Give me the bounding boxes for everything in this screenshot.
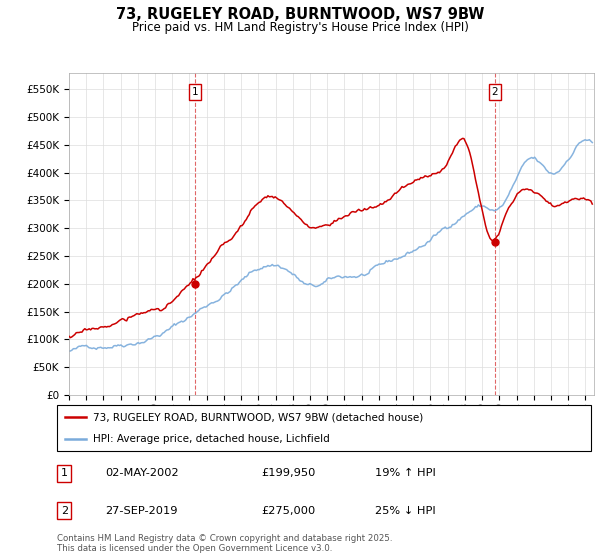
Text: 2: 2 xyxy=(61,506,68,516)
Text: £275,000: £275,000 xyxy=(261,506,315,516)
Text: 25% ↓ HPI: 25% ↓ HPI xyxy=(375,506,436,516)
Text: 27-SEP-2019: 27-SEP-2019 xyxy=(105,506,178,516)
Text: 1: 1 xyxy=(61,468,68,478)
Text: 19% ↑ HPI: 19% ↑ HPI xyxy=(375,468,436,478)
Text: 02-MAY-2002: 02-MAY-2002 xyxy=(105,468,179,478)
Text: £199,950: £199,950 xyxy=(261,468,316,478)
Text: 1: 1 xyxy=(192,87,199,97)
Text: 73, RUGELEY ROAD, BURNTWOOD, WS7 9BW: 73, RUGELEY ROAD, BURNTWOOD, WS7 9BW xyxy=(116,7,484,22)
Text: 73, RUGELEY ROAD, BURNTWOOD, WS7 9BW (detached house): 73, RUGELEY ROAD, BURNTWOOD, WS7 9BW (de… xyxy=(94,412,424,422)
Text: HPI: Average price, detached house, Lichfield: HPI: Average price, detached house, Lich… xyxy=(94,435,330,444)
FancyBboxPatch shape xyxy=(57,405,591,451)
Text: 2: 2 xyxy=(492,87,499,97)
Text: Price paid vs. HM Land Registry's House Price Index (HPI): Price paid vs. HM Land Registry's House … xyxy=(131,21,469,34)
Text: Contains HM Land Registry data © Crown copyright and database right 2025.
This d: Contains HM Land Registry data © Crown c… xyxy=(57,534,392,553)
